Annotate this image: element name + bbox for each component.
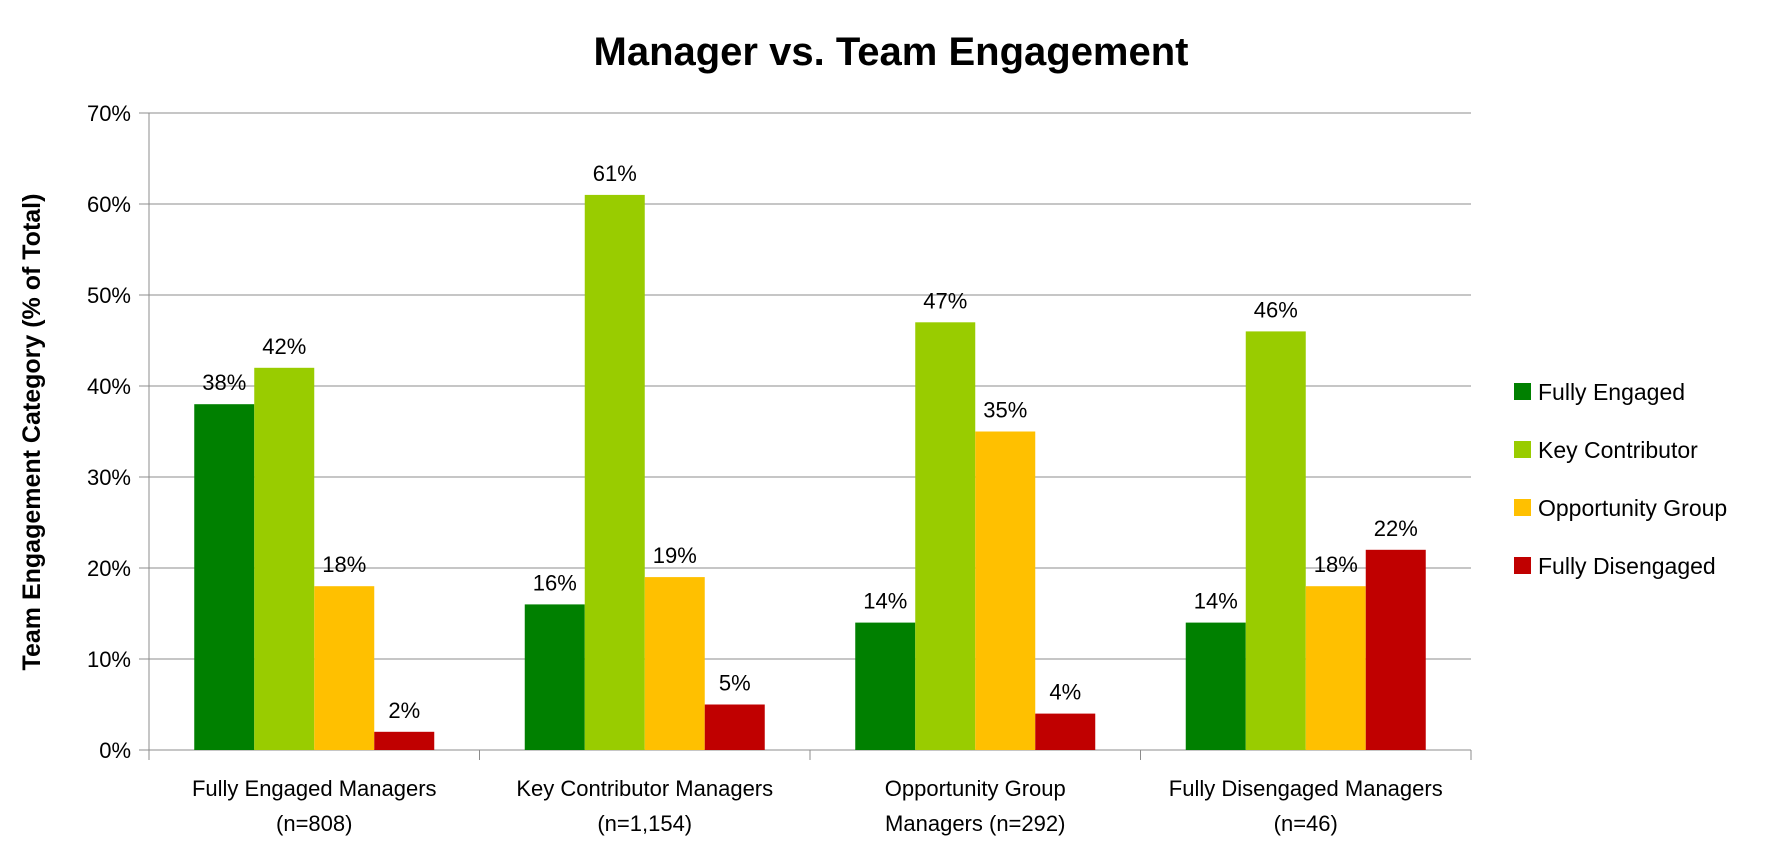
data-label: 4% [1049,680,1081,705]
x-category-label: Key Contributor Managers [516,776,773,801]
bar [1035,713,1096,750]
bar [1365,549,1426,750]
data-label: 42% [262,334,306,359]
y-tick-label: 10% [87,647,131,672]
bar [314,586,375,750]
bar [855,622,916,750]
data-label: 5% [719,671,751,696]
bar [1305,586,1366,750]
data-label: 18% [1314,552,1358,577]
bar [374,731,435,750]
data-label: 61% [593,161,637,186]
x-category-label: (n=46) [1274,811,1338,836]
bar [254,367,315,750]
legend-label: Opportunity Group [1538,495,1727,521]
bar [584,194,645,750]
x-category-label: (n=808) [276,811,352,836]
x-category-label: Managers (n=292) [885,811,1065,836]
y-tick-label: 20% [87,556,131,581]
y-tick-label: 60% [87,192,131,217]
y-tick-label: 50% [87,283,131,308]
data-label: 19% [653,543,697,568]
legend-swatch [1514,499,1531,516]
data-label: 2% [388,698,420,723]
legend-label: Key Contributor [1538,437,1698,463]
chart-title: Manager vs. Team Engagement [594,30,1189,74]
bar [975,431,1036,750]
data-label: 38% [202,370,246,395]
data-label: 47% [923,288,967,313]
y-tick-label: 0% [99,738,131,763]
bar [194,404,255,750]
legend-label: Fully Disengaged [1538,553,1716,579]
legend-swatch [1514,557,1531,574]
legend-label: Fully Engaged [1538,379,1685,405]
legend-swatch [1514,441,1531,458]
bar [524,604,585,750]
y-tick-label: 70% [87,101,131,126]
bar [915,322,976,750]
data-label: 46% [1254,297,1298,322]
x-category-label: Fully Disengaged Managers [1169,776,1443,801]
y-axis-label: Team Engagement Category (% of Total) [18,194,46,671]
data-label: 14% [863,589,907,614]
x-category-label: (n=1,154) [597,811,692,836]
data-label: 35% [983,398,1027,423]
bar [644,577,705,750]
data-label: 22% [1374,516,1418,541]
data-label: 14% [1194,589,1238,614]
data-label: 18% [322,552,366,577]
x-category-label: Opportunity Group [885,776,1066,801]
x-category-label: Fully Engaged Managers [192,776,437,801]
bar [704,704,765,750]
y-tick-label: 30% [87,465,131,490]
legend-swatch [1514,383,1531,400]
bar [1185,622,1246,750]
bar [1245,331,1306,750]
y-tick-label: 40% [87,374,131,399]
data-label: 16% [533,570,577,595]
